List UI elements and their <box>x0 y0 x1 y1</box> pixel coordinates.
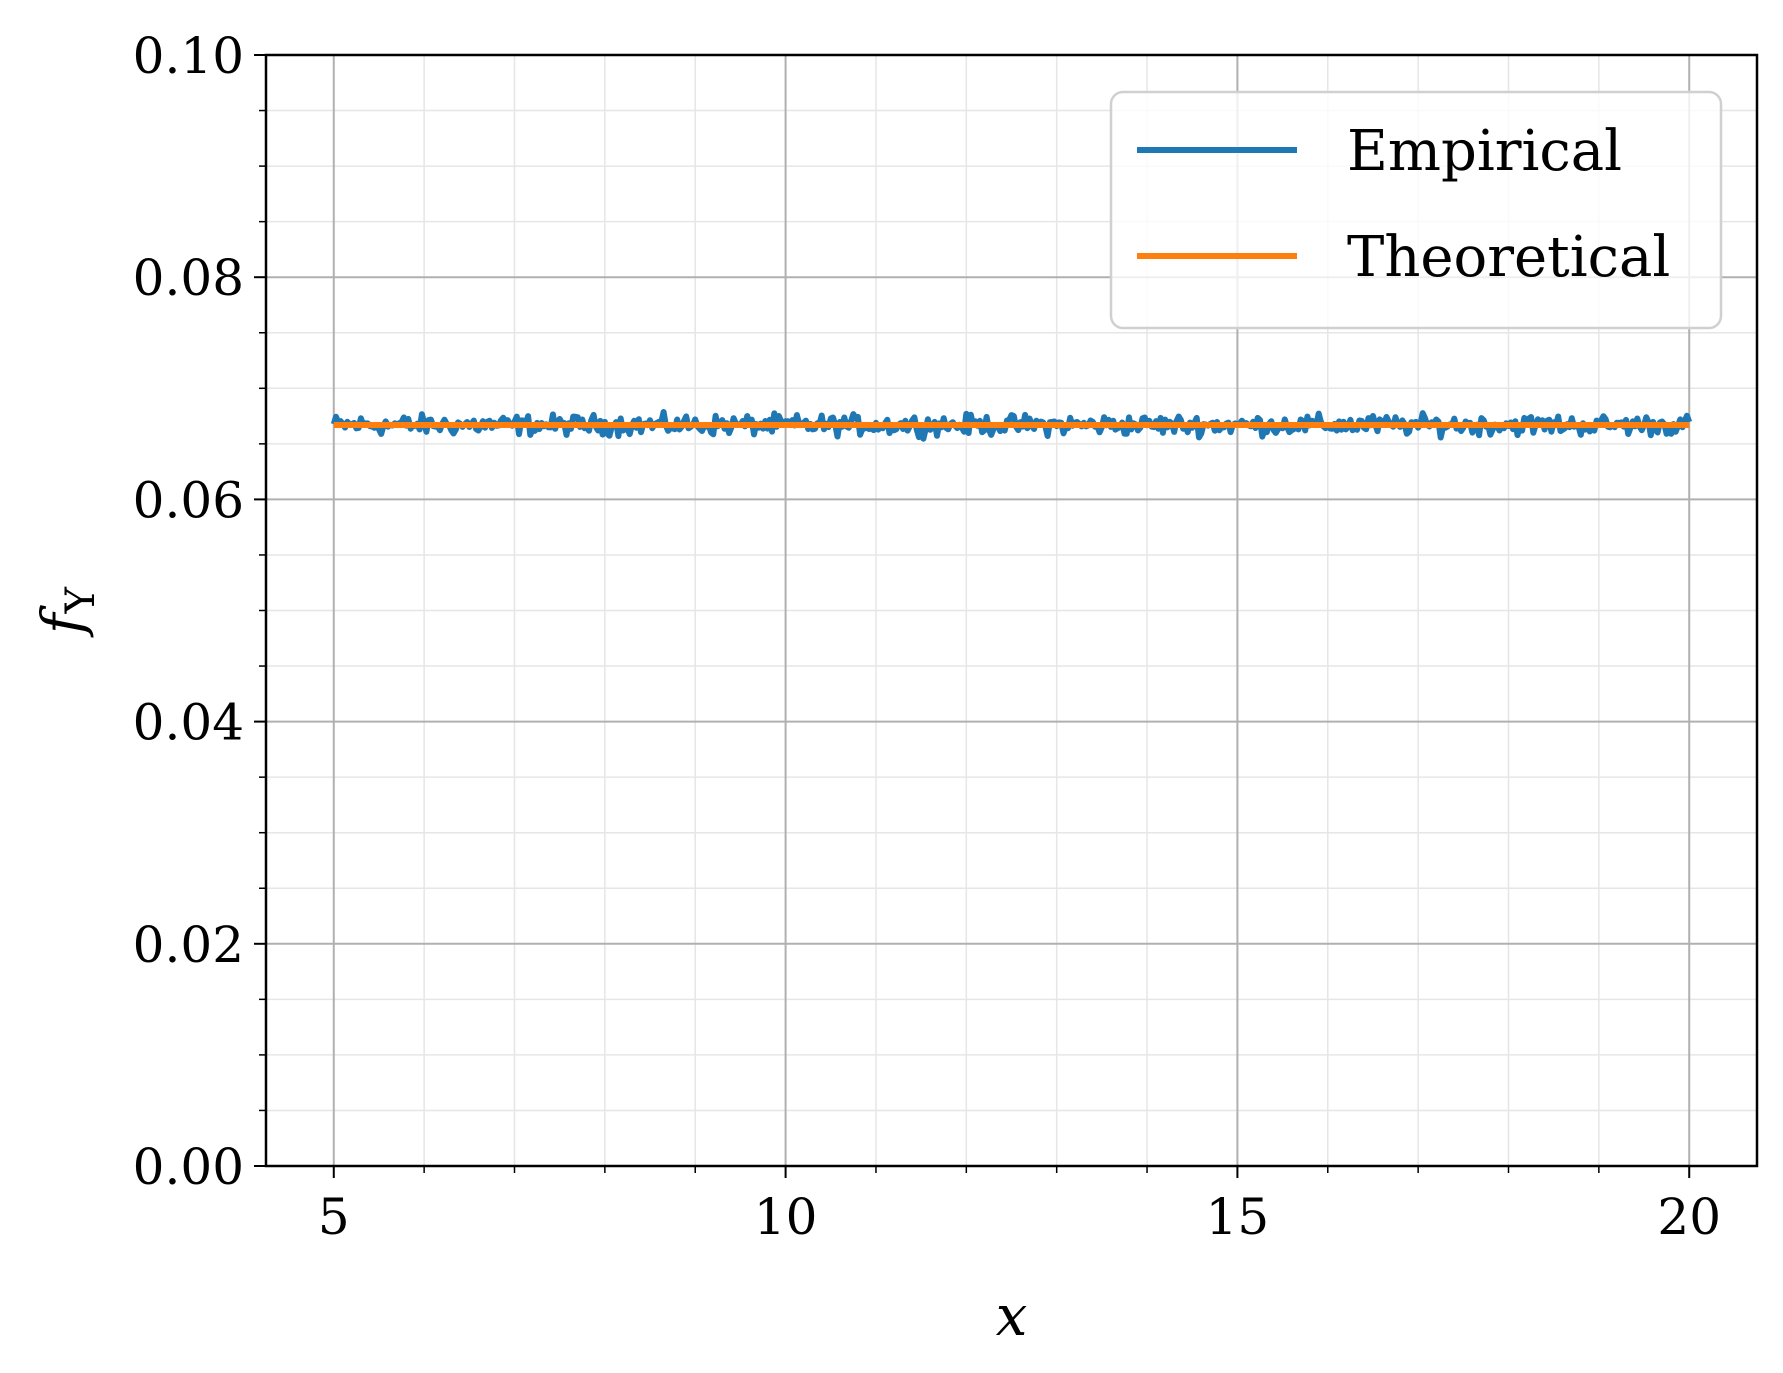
legend: Empirical Theoretical <box>1109 90 1723 330</box>
x-tick-label: 15 <box>1206 1188 1270 1246</box>
ticks-layer: 5 10 15 20 0.00 0.02 0.04 0.06 0.08 0.10 <box>133 27 1721 1246</box>
y-tick-label: 0.08 <box>133 249 244 307</box>
y-tick-label: 0.04 <box>133 694 244 752</box>
x-tick-label: 20 <box>1657 1188 1721 1246</box>
y-tick-label: 0.02 <box>133 916 244 974</box>
y-tick-label: 0.06 <box>133 471 244 529</box>
legend-label-theoretical: Theoretical <box>1347 225 1670 290</box>
series-layer <box>330 409 1693 442</box>
y-tick-label: 0.10 <box>133 27 244 85</box>
y-axis-label-subscript: Y <box>58 586 104 614</box>
legend-label-empirical: Empirical <box>1347 119 1622 184</box>
x-tick-label: 10 <box>754 1188 818 1246</box>
x-axis-label: x <box>996 1284 1028 1349</box>
y-tick-label: 0.00 <box>133 1138 244 1196</box>
x-tick-label: 5 <box>318 1188 350 1246</box>
y-axis-label: fY <box>31 586 104 638</box>
